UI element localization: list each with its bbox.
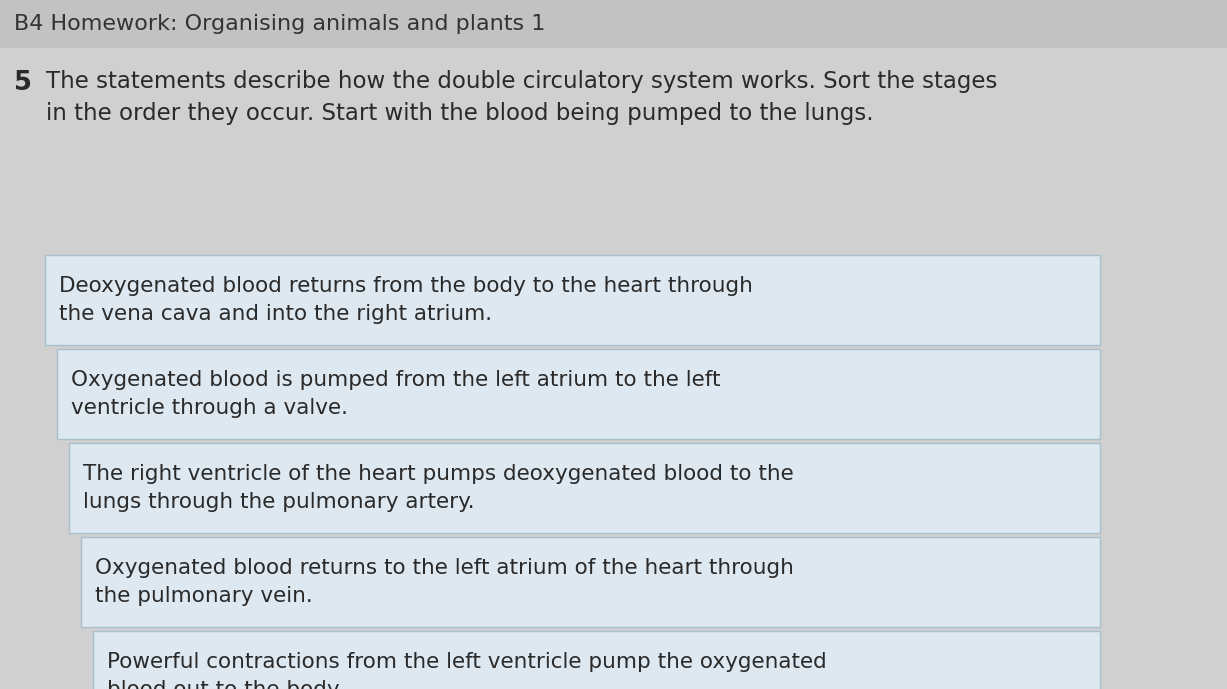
Bar — [0, 0, 1227, 48]
FancyBboxPatch shape — [69, 443, 1099, 533]
Text: B4 Homework: Organising animals and plants 1: B4 Homework: Organising animals and plan… — [13, 14, 545, 34]
Text: The right ventricle of the heart pumps deoxygenated blood to the
lungs through t: The right ventricle of the heart pumps d… — [83, 464, 794, 512]
Text: The statements describe how the double circulatory system works. Sort the stages: The statements describe how the double c… — [45, 70, 998, 125]
Text: Oxygenated blood returns to the left atrium of the heart through
the pulmonary v: Oxygenated blood returns to the left atr… — [94, 558, 794, 606]
Text: Oxygenated blood is pumped from the left atrium to the left
ventricle through a : Oxygenated blood is pumped from the left… — [71, 371, 720, 418]
Text: Powerful contractions from the left ventricle pump the oxygenated
blood out to t: Powerful contractions from the left vent… — [107, 652, 827, 689]
FancyBboxPatch shape — [81, 537, 1099, 627]
FancyBboxPatch shape — [45, 255, 1099, 345]
Text: Deoxygenated blood returns from the body to the heart through
the vena cava and : Deoxygenated blood returns from the body… — [59, 276, 753, 324]
FancyBboxPatch shape — [93, 631, 1099, 689]
FancyBboxPatch shape — [56, 349, 1099, 439]
Text: 5: 5 — [13, 70, 32, 96]
